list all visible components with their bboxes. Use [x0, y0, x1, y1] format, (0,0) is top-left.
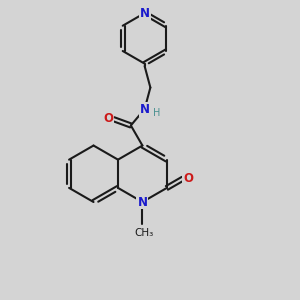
Text: N: N [140, 103, 150, 116]
Text: O: O [183, 172, 193, 185]
Text: N: N [140, 7, 150, 20]
Text: O: O [103, 112, 113, 125]
Text: H: H [153, 108, 161, 118]
Text: CH₃: CH₃ [134, 228, 154, 238]
Text: N: N [137, 196, 147, 208]
